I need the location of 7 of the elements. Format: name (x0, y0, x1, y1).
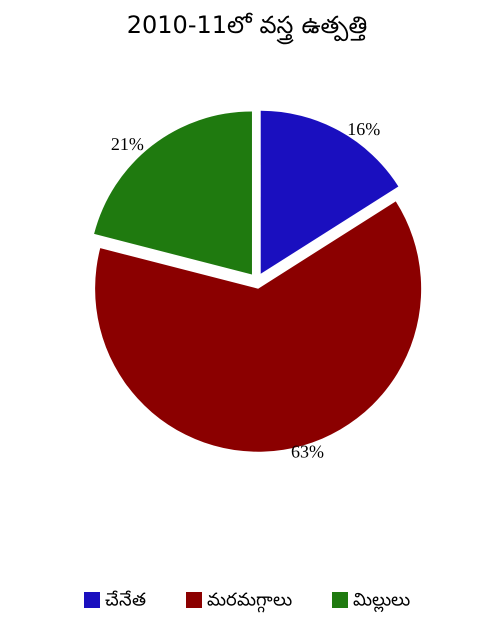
data-label: 21% (110, 134, 144, 154)
data-label: 63% (290, 442, 324, 462)
legend-label: మిల్లులు (353, 590, 410, 612)
data-label: 16% (347, 119, 380, 140)
chart-title: 2010-11లో వస్త్ర ఉత్పత్తి (126, 11, 368, 45)
legend-label: చేనేత (105, 590, 146, 610)
legend-label: మరమగ్గాలు (207, 590, 292, 612)
